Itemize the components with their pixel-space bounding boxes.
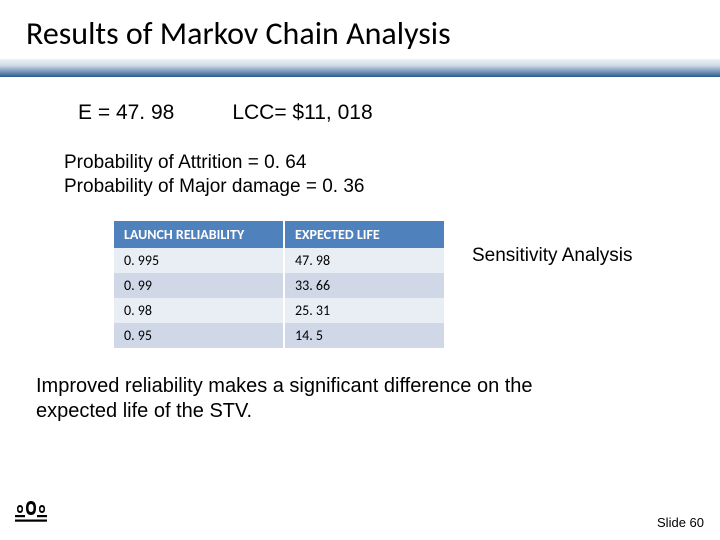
table-row: 0. 95 14. 5 — [114, 323, 444, 348]
cell-expected: 25. 31 — [284, 298, 444, 323]
cell-launch: 0. 98 — [114, 298, 284, 323]
slide-title: Results of Markov Chain Analysis — [26, 14, 451, 53]
conclusion-text: Improved reliability makes a significant… — [0, 374, 560, 424]
cell-expected: 14. 5 — [284, 323, 444, 348]
col-header-launch: LAUNCH RELIABILITY — [114, 221, 284, 248]
values-row: E = 47. 98 LCC= $11, 018 — [0, 101, 720, 125]
reliability-table: LAUNCH RELIABILITY EXPECTED LIFE 0. 995 … — [114, 221, 444, 348]
cell-launch: 0. 95 — [114, 323, 284, 348]
prob-major-damage: Probability of Major damage = 0. 36 — [64, 175, 720, 199]
col-header-expected: EXPECTED LIFE — [284, 221, 444, 248]
table-row: 0. 99 33. 66 — [114, 273, 444, 298]
table-row: 0. 98 25. 31 — [114, 298, 444, 323]
value-e: E = 47. 98 — [78, 101, 174, 125]
table-header-row: LAUNCH RELIABILITY EXPECTED LIFE — [114, 221, 444, 248]
logo-icon — [14, 501, 48, 530]
table-row: 0. 995 47. 98 — [114, 248, 444, 273]
value-lcc: LCC= $11, 018 — [232, 101, 372, 125]
slide-number: Slide 60 — [657, 515, 704, 530]
table-section: LAUNCH RELIABILITY EXPECTED LIFE 0. 995 … — [0, 221, 720, 348]
title-bar: Results of Markov Chain Analysis — [0, 0, 720, 59]
prob-attrition: Probability of Attrition = 0. 64 — [64, 151, 720, 175]
cell-launch: 0. 995 — [114, 248, 284, 273]
probability-block: Probability of Attrition = 0. 64 Probabi… — [0, 151, 720, 199]
cell-launch: 0. 99 — [114, 273, 284, 298]
cell-expected: 33. 66 — [284, 273, 444, 298]
cell-expected: 47. 98 — [284, 248, 444, 273]
sensitivity-label: Sensitivity Analysis — [472, 221, 633, 268]
accent-bar — [0, 59, 720, 77]
